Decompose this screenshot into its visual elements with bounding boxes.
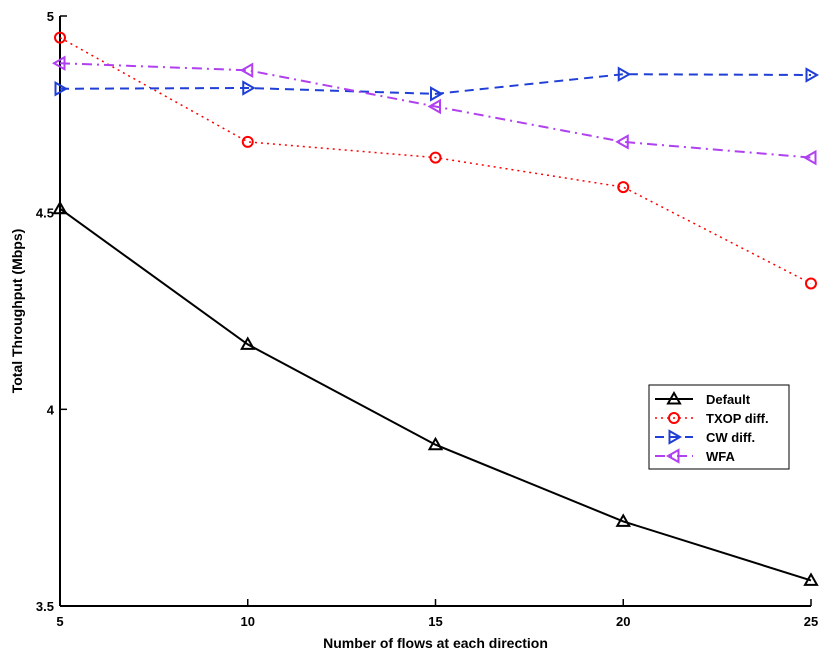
- x-tick-label: 10: [241, 614, 255, 629]
- x-tick-label: 25: [804, 614, 818, 629]
- legend-label: Default: [706, 392, 751, 407]
- data-point: [52, 200, 68, 215]
- y-tick-label: 4: [47, 402, 55, 417]
- series-txop-diff: [54, 31, 817, 290]
- legend-item: TXOP diff.: [655, 411, 769, 426]
- data-point: [802, 149, 817, 166]
- data-point: [241, 135, 254, 148]
- x-tick-label: 15: [428, 614, 442, 629]
- series-layer: [51, 31, 820, 586]
- data-point: [242, 80, 256, 96]
- legend-swatch-marker: [668, 412, 680, 424]
- plot-frame: [59, 16, 811, 607]
- y-tick-label: 4.5: [36, 206, 54, 221]
- legend-item: CW diff.: [655, 429, 755, 445]
- legend-label: TXOP diff.: [706, 411, 769, 426]
- legend-swatch-marker: [668, 429, 683, 445]
- data-point: [805, 67, 820, 83]
- data-point: [805, 277, 817, 290]
- data-point: [239, 62, 254, 79]
- x-tick-label: 20: [616, 614, 630, 629]
- legend-label: WFA: [706, 449, 735, 464]
- series-line: [59, 62, 812, 159]
- data-point: [240, 336, 256, 350]
- y-tick-label: 5: [47, 9, 54, 24]
- series-line: [59, 73, 812, 95]
- data-point: [803, 572, 819, 586]
- y-tick-label: 3.5: [36, 599, 54, 614]
- series-cw-diff: [54, 66, 820, 102]
- legend-swatch-marker: [666, 390, 682, 405]
- legend-item: WFA: [655, 448, 735, 464]
- series-wfa: [51, 55, 817, 166]
- data-point: [617, 66, 632, 82]
- legend: Default TXOP diff. CW diff. WFA: [648, 384, 790, 470]
- data-point: [427, 436, 444, 451]
- data-point: [615, 134, 629, 150]
- series-line: [59, 207, 812, 582]
- data-point: [617, 181, 630, 194]
- data-point: [430, 86, 444, 102]
- legend-swatch-marker: [665, 448, 680, 464]
- legend-label: CW diff.: [706, 430, 755, 445]
- y-axis-label: Total Throughput (Mbps): [9, 229, 25, 394]
- series-default: [52, 200, 819, 586]
- data-point: [427, 98, 441, 115]
- data-point: [54, 81, 69, 97]
- legend-item: Default: [655, 390, 751, 407]
- data-point: [51, 55, 66, 71]
- x-axis-label: Number of flows at each direction: [323, 635, 548, 651]
- series-line: [59, 36, 812, 285]
- axis-ticks: 5 10 15 20 25 3.5 4 4.5 5: [36, 9, 818, 629]
- data-point: [54, 31, 66, 44]
- data-point: [429, 151, 442, 164]
- data-point: [615, 513, 631, 527]
- x-tick-label: 5: [56, 614, 63, 629]
